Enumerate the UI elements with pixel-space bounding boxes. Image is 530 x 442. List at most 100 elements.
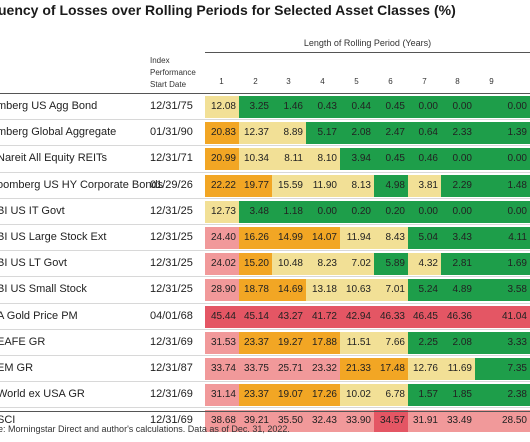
table-cell: 7.01 bbox=[374, 279, 408, 302]
table-cell: 17.26 bbox=[306, 384, 340, 407]
row-start-date: 12/31/69 bbox=[150, 335, 193, 348]
table-cell: 33.49 bbox=[441, 410, 475, 433]
table-cell: 19.07 bbox=[272, 384, 306, 407]
table-cell: 24.40 bbox=[205, 227, 239, 249]
table-cell: 23.32 bbox=[306, 358, 340, 380]
row-asset-name: BI US LT Govt bbox=[0, 257, 67, 270]
table-cell: 14.07 bbox=[306, 227, 340, 249]
table-cell: 43.27 bbox=[272, 305, 306, 328]
table-cell: 21.33 bbox=[340, 358, 374, 380]
table-cell: 5.24 bbox=[408, 279, 441, 302]
table-cell: 0.00 bbox=[475, 148, 530, 171]
table-cell: 46.33 bbox=[374, 305, 408, 328]
table-cell: 0.00 bbox=[408, 200, 441, 223]
table-cell: 1.85 bbox=[441, 384, 475, 407]
table-cell: 3.58 bbox=[475, 279, 530, 302]
table-cell: 1.39 bbox=[475, 122, 530, 145]
table-row: EM GR 12/31/87 33.74 33.75 25.71 23.32 21.33 17… bbox=[0, 355, 530, 381]
table-cell: 12.37 bbox=[239, 122, 272, 145]
table-cell: 1.69 bbox=[475, 253, 530, 276]
table-cell: 4.98 bbox=[374, 174, 408, 197]
table-cell: 25.71 bbox=[272, 358, 306, 380]
column-header-6: 6 bbox=[388, 77, 393, 86]
table-row: oomberg US HY Corporate Bonds 01/29/26 22.… bbox=[0, 171, 530, 198]
table-cell: 7.66 bbox=[374, 331, 408, 354]
table-cell: 41.04 bbox=[475, 305, 530, 328]
table-cell: 19.77 bbox=[239, 174, 272, 197]
table-cell: 3.81 bbox=[408, 174, 441, 197]
table-cell: 28.90 bbox=[205, 279, 239, 302]
row-asset-name: EAFE GR bbox=[0, 335, 46, 348]
table-cell: 2.08 bbox=[441, 331, 475, 354]
table-cell: 8.10 bbox=[306, 148, 340, 171]
table-row: SCI 12/31/69 38.68 39.21 35.50 32.43 33.90 34.5… bbox=[0, 407, 530, 433]
column-header-2: 2 bbox=[253, 77, 258, 86]
table-cell: 0.45 bbox=[374, 96, 408, 118]
table-cell: 20.83 bbox=[205, 122, 239, 145]
row-start-date: 12/31/71 bbox=[150, 152, 193, 165]
table-cell: 11.94 bbox=[340, 227, 374, 249]
table-row: BI US Large Stock Ext 12/31/25 24.40 16.26 1… bbox=[0, 224, 530, 250]
table-cell: 38.68 bbox=[205, 410, 239, 433]
table-cell: 0.00 bbox=[408, 96, 441, 118]
index-header-line-2: Performance bbox=[150, 68, 196, 77]
table-cell: 12.73 bbox=[205, 200, 239, 223]
table-cell: 45.14 bbox=[239, 305, 272, 328]
table-cell: 1.18 bbox=[272, 200, 306, 223]
period-header: Length of Rolling Period (Years) bbox=[303, 38, 432, 48]
table-cell: 17.48 bbox=[374, 358, 408, 380]
table-cell: 0.00 bbox=[441, 148, 475, 171]
table-row: World ex USA GR 12/31/69 31.14 23.37 19.07 17… bbox=[0, 381, 530, 407]
row-start-date: 01/31/90 bbox=[150, 126, 193, 139]
table-cell: 46.45 bbox=[408, 305, 441, 328]
table-cell: 0.00 bbox=[441, 200, 475, 223]
table-cell: 20.99 bbox=[205, 148, 239, 171]
table-row: mberg US Agg Bond 12/31/75 12.08 3.25 1.46 0.… bbox=[0, 93, 530, 119]
table-cell: 10.63 bbox=[340, 279, 374, 302]
table-cell: 0.43 bbox=[306, 96, 340, 118]
table-cell: 8.11 bbox=[272, 148, 306, 171]
table-row: A Gold Price PM 04/01/68 45.44 45.14 43.27 41… bbox=[0, 302, 530, 329]
table-cell: 17.88 bbox=[306, 331, 340, 354]
table-cell: 32.43 bbox=[306, 410, 340, 433]
table-cell: 7.02 bbox=[340, 253, 374, 276]
table-cell: 14.99 bbox=[272, 227, 306, 249]
table-cell: 11.90 bbox=[306, 174, 340, 197]
row-start-date: 12/31/25 bbox=[150, 204, 193, 217]
row-start-date: 12/31/69 bbox=[150, 388, 193, 401]
table-cell: 12.08 bbox=[205, 96, 239, 118]
table-cell: 0.46 bbox=[408, 148, 441, 171]
table-cell: 13.18 bbox=[306, 279, 340, 302]
row-asset-name: oomberg US HY Corporate Bonds bbox=[0, 178, 164, 191]
table-cell: 41.72 bbox=[306, 305, 340, 328]
table-cell: 3.33 bbox=[475, 331, 530, 354]
table-cell: 5.04 bbox=[408, 227, 441, 249]
table-cell: 3.94 bbox=[340, 148, 374, 171]
column-header-4: 4 bbox=[320, 77, 325, 86]
table-cell: 31.53 bbox=[205, 331, 239, 354]
table-cell: 6.78 bbox=[374, 384, 408, 407]
row-asset-name: mberg US Agg Bond bbox=[0, 100, 98, 112]
table-cell: 4.11 bbox=[475, 227, 530, 249]
source-note: e: Morningstar Direct and author's calcu… bbox=[0, 424, 290, 434]
table-cell: 0.44 bbox=[340, 96, 374, 118]
row-asset-name: BI US Small Stock bbox=[0, 283, 87, 296]
table-row: BI US IT Govt 12/31/25 12.73 3.48 1.18 0.00 0.… bbox=[0, 197, 530, 224]
table-cell: 0.64 bbox=[408, 122, 441, 145]
table-cell: 18.78 bbox=[239, 279, 272, 302]
table-cell: 1.57 bbox=[408, 384, 441, 407]
table-cell: 0.00 bbox=[475, 96, 530, 118]
table-cell: 8.89 bbox=[272, 122, 306, 145]
column-header-3: 3 bbox=[286, 77, 291, 86]
table-cell: 5.89 bbox=[374, 253, 408, 276]
table-row: mberg Global Aggregate 01/31/90 20.83 12.37… bbox=[0, 119, 530, 145]
table-cell: 2.29 bbox=[441, 174, 475, 197]
column-header-1: 1 bbox=[219, 77, 224, 86]
table-cell: 11.69 bbox=[441, 358, 475, 380]
table-cell: 4.32 bbox=[408, 253, 441, 276]
table-cell: 2.08 bbox=[340, 122, 374, 145]
table-cell: 1.48 bbox=[475, 174, 530, 197]
table-row: EAFE GR 12/31/69 31.53 23.37 19.27 17.88 11.51… bbox=[0, 328, 530, 355]
table-cell: 8.23 bbox=[306, 253, 340, 276]
index-header-line-1: Index bbox=[150, 56, 170, 65]
